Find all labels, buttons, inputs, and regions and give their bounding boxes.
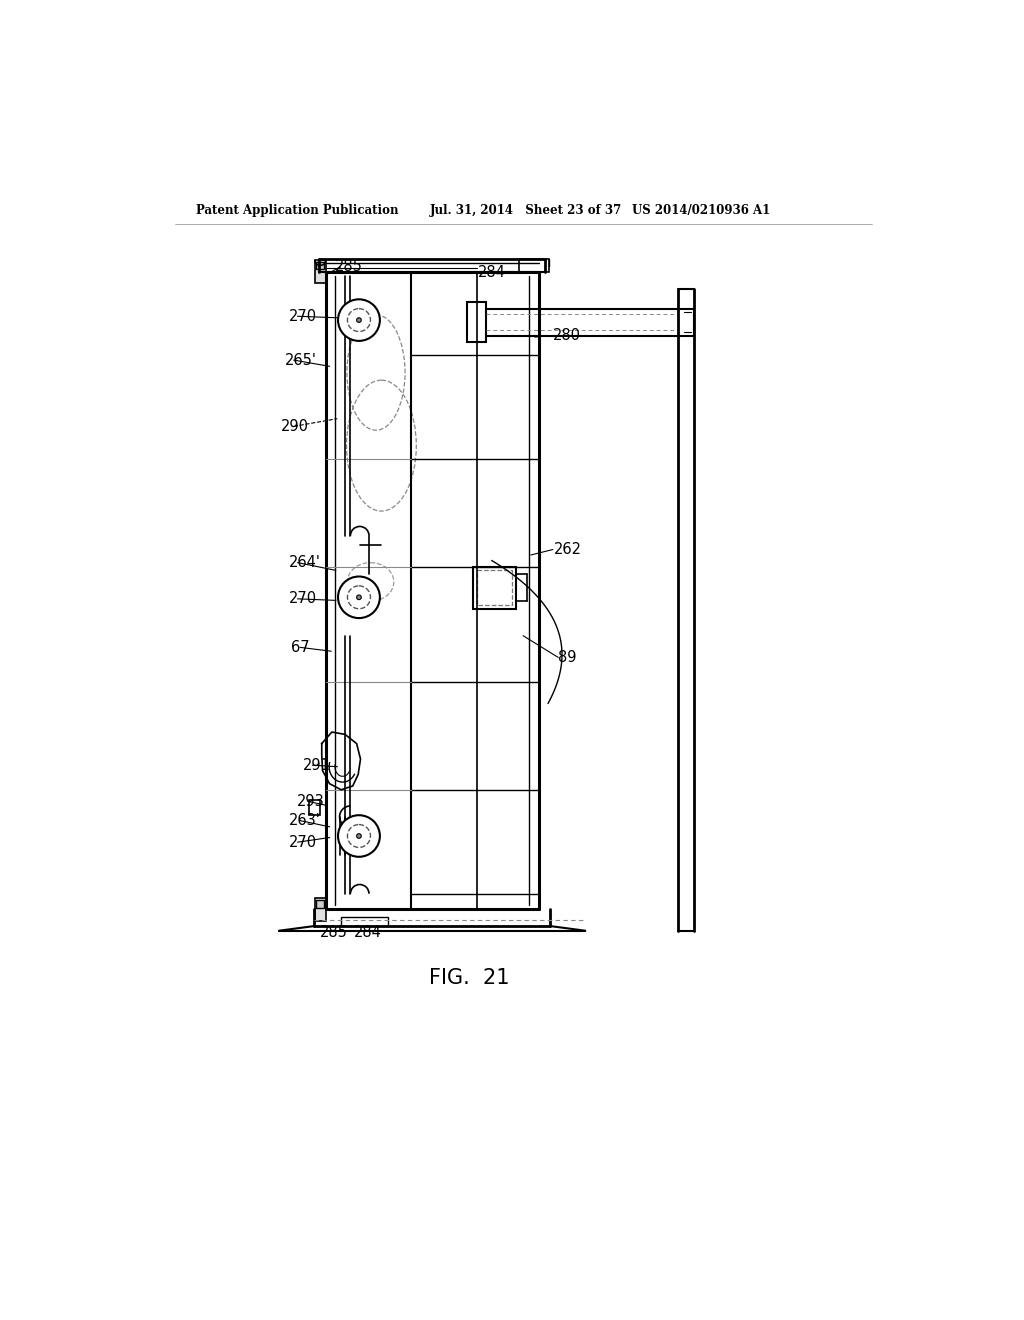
Text: 280: 280 (553, 327, 581, 343)
Text: US 2014/0210936 A1: US 2014/0210936 A1 (632, 205, 770, 218)
Text: 263': 263' (289, 813, 321, 828)
Circle shape (356, 595, 361, 599)
Text: 262: 262 (554, 543, 583, 557)
Text: 265': 265' (285, 352, 316, 368)
Circle shape (347, 825, 371, 847)
Text: 270: 270 (289, 309, 316, 323)
Bar (477, 570, 512, 605)
Circle shape (338, 577, 380, 618)
Text: FIG.  21: FIG. 21 (429, 969, 509, 989)
Text: 293: 293 (297, 793, 325, 809)
Circle shape (347, 309, 371, 331)
Text: 264': 264' (289, 556, 322, 570)
Text: 67: 67 (291, 640, 309, 655)
Circle shape (347, 586, 371, 609)
Circle shape (338, 300, 380, 341)
Text: 89: 89 (558, 649, 577, 665)
Bar (314, 260, 326, 282)
Text: Jul. 31, 2014   Sheet 23 of 37: Jul. 31, 2014 Sheet 23 of 37 (430, 205, 623, 218)
Bar (341, 917, 388, 927)
Text: Patent Application Publication: Patent Application Publication (197, 205, 398, 218)
Text: 290: 290 (281, 418, 308, 434)
Text: 270: 270 (289, 834, 316, 850)
Text: 291: 291 (302, 758, 331, 772)
Text: 285: 285 (321, 925, 348, 940)
Circle shape (356, 834, 361, 838)
Bar (314, 899, 326, 921)
Bar (473, 566, 515, 609)
Bar (467, 302, 486, 342)
Bar (308, 800, 321, 816)
Circle shape (356, 318, 361, 322)
Text: 270: 270 (289, 591, 316, 606)
Bar (316, 261, 324, 269)
Bar (316, 900, 324, 908)
Text: 284: 284 (354, 925, 382, 940)
Bar (519, 259, 549, 272)
Text: 284: 284 (478, 265, 506, 280)
Circle shape (338, 816, 380, 857)
Text: 285: 285 (335, 259, 362, 273)
